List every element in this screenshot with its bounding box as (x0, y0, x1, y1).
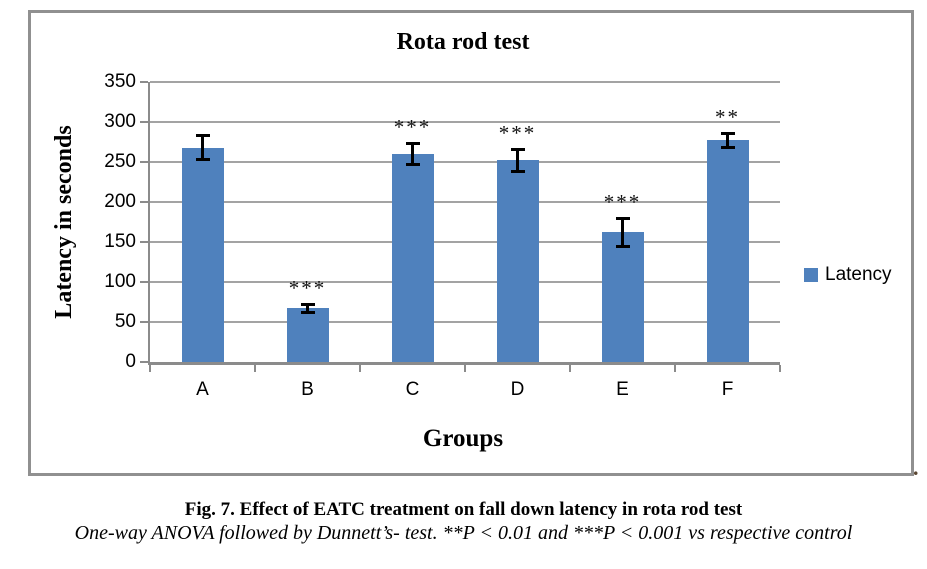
legend-label: Latency (825, 264, 892, 285)
y-tick-mark (140, 241, 148, 243)
bar-D (496, 160, 539, 362)
x-tick-mark (464, 365, 466, 372)
error-bar-cap-top (510, 147, 525, 151)
error-bar-C (411, 142, 414, 166)
x-tick-label-E: E (616, 379, 629, 400)
bar-B (286, 308, 329, 362)
legend: Latency (804, 264, 892, 286)
x-tick-mark (674, 365, 676, 372)
gridline-250 (150, 161, 780, 163)
error-bar-cap-bottom (300, 311, 315, 314)
bar-C (391, 154, 434, 362)
y-tick-mark (140, 361, 148, 363)
y-tick-mark (140, 321, 148, 323)
y-tick-label: 0 (125, 351, 136, 372)
error-bar-cap-bottom (615, 244, 630, 248)
x-tick-label-C: C (405, 379, 420, 400)
x-tick-mark (149, 365, 151, 372)
bar-A (181, 147, 224, 362)
gridline-300 (150, 121, 780, 123)
significance-marker-E: *** (603, 190, 642, 215)
stray-period: . (913, 455, 919, 480)
error-bar-cap-bottom (405, 163, 420, 166)
gridline-350 (150, 81, 780, 83)
gridline-100 (150, 281, 780, 283)
error-bar-cap-top (615, 217, 630, 221)
x-tick-label-D: D (510, 379, 525, 400)
y-axis-title: Latency in seconds (51, 125, 77, 319)
error-bar-E (621, 217, 624, 248)
significance-marker-D: *** (498, 120, 537, 145)
figure-caption: Fig. 7. Effect of EATC treatment on fall… (184, 499, 743, 520)
error-bar-cap-top (195, 134, 210, 137)
y-tick-mark (140, 281, 148, 283)
y-tick-label: 300 (104, 111, 136, 132)
y-tick-label: 250 (104, 151, 136, 172)
gridline-50 (150, 321, 780, 323)
y-tick-mark (140, 201, 148, 203)
bar-E (601, 232, 644, 362)
error-bar-cap-top (405, 142, 420, 145)
y-tick-label: 100 (104, 271, 136, 292)
error-bar-A (201, 134, 204, 162)
x-axis-title: Groups (422, 425, 504, 452)
bar-F (706, 140, 749, 362)
y-tick-label: 150 (104, 231, 136, 252)
significance-marker-C: *** (393, 115, 432, 139)
x-tick-label-A: A (196, 379, 209, 400)
x-tick-mark (569, 365, 571, 372)
x-tick-mark (254, 365, 256, 372)
error-bar-cap-top (720, 131, 735, 135)
error-bar-B (306, 302, 309, 314)
y-tick-label: 200 (104, 191, 136, 212)
gridline-150 (150, 241, 780, 243)
legend-color-swatch-icon (804, 268, 818, 282)
significance-marker-B: *** (288, 275, 327, 300)
chart-title: Rota rod test (396, 29, 530, 55)
plot-area: 0 50 100 150 200 250 300 350 A *** B *** C *** D *** E **… (104, 71, 781, 400)
x-tick-mark (779, 365, 781, 372)
x-tick-label-F: F (721, 379, 734, 400)
error-bar-cap-bottom (720, 146, 735, 150)
error-bar-cap-top (300, 302, 315, 306)
error-bar-cap-bottom (510, 170, 525, 174)
error-bar-cap-bottom (195, 158, 210, 162)
significance-marker-F: ** (715, 104, 740, 129)
y-tick-mark (140, 161, 148, 163)
figure-caption-stats: One-way ANOVA followed by Dunnett’s- tes… (74, 522, 853, 544)
x-tick-mark (359, 365, 361, 372)
y-tick-label: 50 (114, 311, 136, 332)
x-tick-label-B: B (301, 379, 314, 400)
y-tick-mark (140, 81, 148, 83)
y-tick-mark (140, 121, 148, 123)
error-bar-F (726, 131, 729, 150)
error-bar-D (516, 147, 519, 174)
gridline-200 (150, 201, 780, 203)
chart-frame: Rota rod test Latency in seconds 0 50 100 1… (28, 10, 914, 476)
y-tick-label: 350 (104, 71, 136, 92)
